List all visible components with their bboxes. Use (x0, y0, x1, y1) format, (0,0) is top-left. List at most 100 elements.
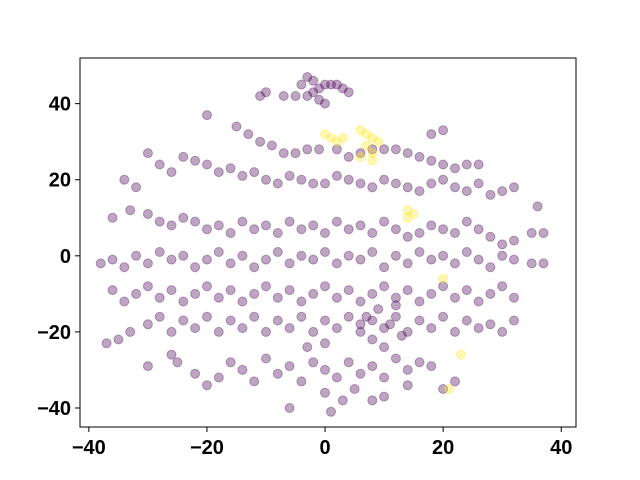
scatter-point-class-0 (213, 326, 224, 337)
scatter-point-class-0 (237, 364, 248, 375)
scatter-point-class-0 (202, 281, 212, 292)
scatter-point-class-0 (296, 376, 307, 387)
scatter-point-class-0 (320, 79, 330, 90)
scatter-point-class-0 (302, 91, 313, 101)
scatter-point-class-1 (408, 209, 419, 219)
scatter-point-class-0 (450, 326, 460, 337)
scatter-point-class-1 (331, 136, 342, 147)
scatter-point-class-0 (343, 250, 354, 261)
scatter-point-class-0 (426, 288, 437, 299)
scatter-point-class-0 (284, 361, 295, 372)
scatter-point-class-0 (142, 258, 153, 269)
scatter-point-class-0 (450, 163, 460, 174)
scatter-point-class-0 (355, 148, 366, 159)
scatter-point-class-0 (308, 178, 319, 189)
scatter-point-class-0 (331, 258, 342, 269)
scatter-point-class-0 (331, 216, 342, 227)
scatter-point-class-0 (509, 254, 519, 265)
scatter-point-class-0 (272, 292, 283, 303)
scatter-point-class-0 (343, 151, 354, 162)
scatter-point-class-0 (538, 258, 549, 269)
scatter-point-class-0 (497, 239, 508, 250)
scatter-point-class-0 (379, 262, 390, 273)
scatter-point-class-0 (390, 292, 401, 303)
y-tick-label: −20 (37, 322, 71, 344)
y-tick-label: 20 (49, 170, 71, 192)
scatter-point-class-0 (272, 247, 283, 257)
scatter-point-class-1 (367, 155, 378, 166)
scatter-point-class-0 (308, 326, 319, 337)
scatter-point-class-0 (320, 98, 330, 109)
scatter-point-class-1 (326, 132, 336, 143)
scatter-point-class-1 (438, 273, 449, 284)
scatter-point-class-0 (320, 338, 330, 349)
scatter-point-class-0 (320, 228, 330, 238)
scatter-point-class-0 (261, 254, 271, 265)
scatter-point-class-0 (379, 216, 390, 227)
scatter-point-class-0 (308, 254, 319, 265)
scatter-point-class-0 (190, 368, 201, 379)
scatter-point-class-0 (331, 292, 342, 303)
scatter-point-class-0 (485, 231, 496, 242)
scatter-point-class-0 (367, 334, 378, 345)
scatter-point-class-0 (131, 288, 142, 299)
scatter-point-class-1 (455, 349, 466, 360)
scatter-point-class-0 (237, 323, 248, 334)
scatter-point-class-0 (237, 250, 248, 261)
scatter-point-class-0 (331, 144, 342, 155)
scatter-point-class-0 (473, 224, 484, 235)
scatter-point-class-0 (131, 182, 142, 193)
scatter-point-class-0 (225, 357, 236, 368)
scatter-point-class-0 (166, 167, 177, 178)
scatter-point-class-0 (485, 319, 496, 330)
scatter-point-class-0 (302, 72, 313, 82)
scatter-point-class-0 (243, 129, 254, 140)
scatter-point-class-0 (266, 140, 277, 151)
scatter-point-class-0 (255, 136, 266, 147)
scatter-point-class-0 (190, 216, 201, 227)
scatter-point-class-0 (426, 129, 437, 140)
scatter-point-class-0 (343, 174, 354, 185)
scatter-point-class-0 (314, 144, 325, 155)
y-tick-label: 40 (49, 94, 71, 116)
scatter-point-class-0 (125, 326, 136, 337)
scatter-point-class-0 (249, 311, 260, 322)
scatter-point-class-0 (349, 384, 360, 394)
scatter-point-class-0 (320, 178, 330, 189)
scatter-point-class-0 (367, 228, 378, 238)
scatter-point-class-0 (343, 224, 354, 235)
points-layer (95, 72, 549, 417)
scatter-point-class-0 (284, 323, 295, 334)
scatter-point-class-0 (343, 285, 354, 296)
scatter-point-class-0 (526, 228, 537, 238)
scatter-point-class-0 (355, 254, 366, 265)
x-tick-label: −40 (72, 437, 106, 459)
scatter-point-class-0 (249, 288, 260, 299)
scatter-point-class-0 (278, 91, 289, 101)
scatter-point-class-0 (296, 79, 307, 90)
scatter-point-class-0 (231, 121, 242, 132)
scatter-point-class-0 (379, 281, 390, 292)
scatter-point-class-0 (355, 326, 366, 337)
x-tick-label: −20 (190, 437, 224, 459)
scatter-point-class-1 (444, 384, 454, 394)
scatter-point-class-0 (237, 216, 248, 227)
scatter-point-class-0 (278, 148, 289, 159)
scatter-point-class-0 (225, 258, 236, 269)
scatter-point-class-0 (426, 155, 437, 166)
scatter-point-class-0 (396, 330, 407, 341)
scatter-point-class-0 (426, 178, 437, 189)
scatter-point-class-0 (249, 262, 260, 273)
scatter-point-class-0 (532, 201, 543, 212)
scatter-point-class-0 (154, 247, 165, 257)
scatter-point-class-1 (402, 212, 413, 223)
scatter-point-class-0 (361, 311, 372, 322)
scatter-point-class-0 (284, 285, 295, 296)
scatter-point-class-0 (414, 296, 425, 307)
scatter-point-class-1 (320, 129, 330, 140)
scatter-point-class-0 (320, 387, 330, 398)
scatter-point-class-0 (190, 288, 201, 299)
scatter-point-class-0 (379, 391, 390, 402)
scatter-point-class-1 (361, 129, 372, 140)
